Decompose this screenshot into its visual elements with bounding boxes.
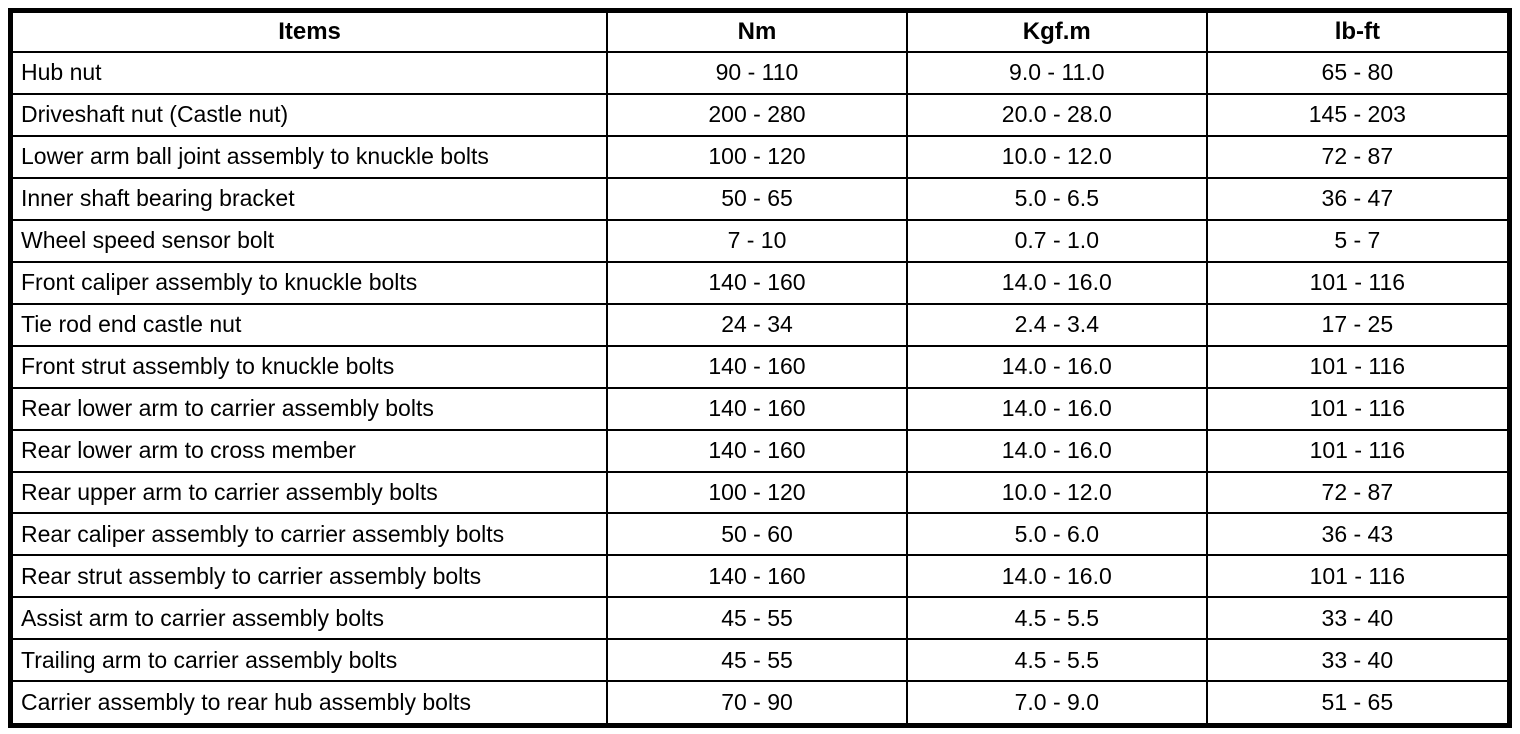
lbft-cell: 51 - 65: [1205, 680, 1511, 727]
table-row: Front caliper assembly to knuckle bolts 1…: [9, 260, 1511, 305]
item-cell: Tie rod end castle nut: [9, 302, 609, 347]
nm-cell: 45 - 55: [606, 638, 908, 683]
lbft-cell: 145 - 203: [1205, 92, 1511, 137]
kgfm-cell: 0.7 - 1.0: [905, 218, 1208, 263]
column-header-lbft: lb-ft: [1205, 9, 1511, 53]
lbft-cell: 72 - 87: [1205, 470, 1511, 515]
kgfm-cell: 7.0 - 9.0: [905, 680, 1208, 727]
table-row: Tie rod end castle nut 24 - 34 2.4 - 3.4 17…: [9, 302, 1511, 347]
column-header-kgfm: Kgf.m: [905, 9, 1208, 53]
lbft-cell: 72 - 87: [1205, 134, 1511, 179]
kgfm-cell: 20.0 - 28.0: [905, 92, 1208, 137]
kgfm-cell: 4.5 - 5.5: [905, 638, 1208, 683]
lbft-cell: 101 - 116: [1205, 554, 1511, 599]
item-cell: Carrier assembly to rear hub assembly bo…: [9, 680, 609, 727]
lbft-cell: 101 - 116: [1205, 344, 1511, 389]
lbft-cell: 33 - 40: [1205, 638, 1511, 683]
item-cell: Rear caliper assembly to carrier assembl…: [9, 512, 609, 557]
item-cell: Front caliper assembly to knuckle bolts: [9, 260, 609, 305]
kgfm-cell: 10.0 - 12.0: [905, 134, 1208, 179]
item-cell: Trailing arm to carrier assembly bolts: [9, 638, 609, 683]
table-body: Hub nut 90 - 110 9.0 - 11.0 65 - 80 Drivesha…: [9, 51, 1511, 727]
nm-cell: 100 - 120: [606, 134, 908, 179]
nm-cell: 200 - 280: [606, 92, 908, 137]
lbft-cell: 36 - 43: [1205, 512, 1511, 557]
table-row: Hub nut 90 - 110 9.0 - 11.0 65 - 80: [9, 51, 1511, 95]
lbft-cell: 36 - 47: [1205, 176, 1511, 221]
kgfm-cell: 14.0 - 16.0: [905, 344, 1208, 389]
nm-cell: 50 - 65: [606, 176, 908, 221]
item-cell: Lower arm ball joint assembly to knuckle…: [9, 134, 609, 179]
nm-cell: 7 - 10: [606, 218, 908, 263]
nm-cell: 140 - 160: [606, 344, 908, 389]
kgfm-cell: 14.0 - 16.0: [905, 554, 1208, 599]
item-cell: Hub nut: [9, 51, 609, 95]
item-cell: Inner shaft bearing bracket: [9, 176, 609, 221]
table-row: Rear upper arm to carrier assembly bolts…: [9, 470, 1511, 515]
lbft-cell: 101 - 116: [1205, 260, 1511, 305]
table-row: Wheel speed sensor bolt 7 - 10 0.7 - 1.0 5 …: [9, 218, 1511, 263]
kgfm-cell: 4.5 - 5.5: [905, 596, 1208, 641]
table-row: Front strut assembly to knuckle bolts 140…: [9, 344, 1511, 389]
item-cell: Front strut assembly to knuckle bolts: [9, 344, 609, 389]
table-row: Inner shaft bearing bracket 50 - 65 5.0 - …: [9, 176, 1511, 221]
nm-cell: 140 - 160: [606, 386, 908, 431]
column-header-nm: Nm: [606, 9, 908, 53]
lbft-cell: 5 - 7: [1205, 218, 1511, 263]
kgfm-cell: 14.0 - 16.0: [905, 260, 1208, 305]
nm-cell: 140 - 160: [606, 260, 908, 305]
kgfm-cell: 2.4 - 3.4: [905, 302, 1208, 347]
kgfm-cell: 9.0 - 11.0: [905, 51, 1208, 95]
nm-cell: 50 - 60: [606, 512, 908, 557]
kgfm-cell: 14.0 - 16.0: [905, 428, 1208, 473]
column-header-items: Items: [9, 9, 609, 53]
item-cell: Rear lower arm to cross member: [9, 428, 609, 473]
table-row: Rear strut assembly to carrier assembly …: [9, 554, 1511, 599]
item-cell: Wheel speed sensor bolt: [9, 218, 609, 263]
torque-spec-table: Items Nm Kgf.m lb-ft Hub nut 90 - 110 9.0 …: [8, 8, 1512, 728]
kgfm-cell: 5.0 - 6.0: [905, 512, 1208, 557]
table-row: Assist arm to carrier assembly bolts 45 -…: [9, 596, 1511, 641]
lbft-cell: 101 - 116: [1205, 428, 1511, 473]
header-row: Items Nm Kgf.m lb-ft: [9, 9, 1511, 53]
nm-cell: 70 - 90: [606, 680, 908, 727]
item-cell: Assist arm to carrier assembly bolts: [9, 596, 609, 641]
nm-cell: 45 - 55: [606, 596, 908, 641]
lbft-cell: 17 - 25: [1205, 302, 1511, 347]
table-row: Driveshaft nut (Castle nut) 200 - 280 20.0…: [9, 92, 1511, 137]
kgfm-cell: 14.0 - 16.0: [905, 386, 1208, 431]
lbft-cell: 101 - 116: [1205, 386, 1511, 431]
nm-cell: 100 - 120: [606, 470, 908, 515]
table-row: Trailing arm to carrier assembly bolts 45…: [9, 638, 1511, 683]
item-cell: Driveshaft nut (Castle nut): [9, 92, 609, 137]
table-row: Carrier assembly to rear hub assembly bo…: [9, 680, 1511, 727]
nm-cell: 140 - 160: [606, 554, 908, 599]
table-row: Rear lower arm to carrier assembly bolts…: [9, 386, 1511, 431]
nm-cell: 140 - 160: [606, 428, 908, 473]
table-row: Lower arm ball joint assembly to knuckle…: [9, 134, 1511, 179]
nm-cell: 90 - 110: [606, 51, 908, 95]
item-cell: Rear strut assembly to carrier assembly …: [9, 554, 609, 599]
kgfm-cell: 5.0 - 6.5: [905, 176, 1208, 221]
nm-cell: 24 - 34: [606, 302, 908, 347]
lbft-cell: 65 - 80: [1205, 51, 1511, 95]
lbft-cell: 33 - 40: [1205, 596, 1511, 641]
item-cell: Rear upper arm to carrier assembly bolts: [9, 470, 609, 515]
table-row: Rear lower arm to cross member 140 - 160 1…: [9, 428, 1511, 473]
kgfm-cell: 10.0 - 12.0: [905, 470, 1208, 515]
item-cell: Rear lower arm to carrier assembly bolts: [9, 386, 609, 431]
table-row: Rear caliper assembly to carrier assembl…: [9, 512, 1511, 557]
